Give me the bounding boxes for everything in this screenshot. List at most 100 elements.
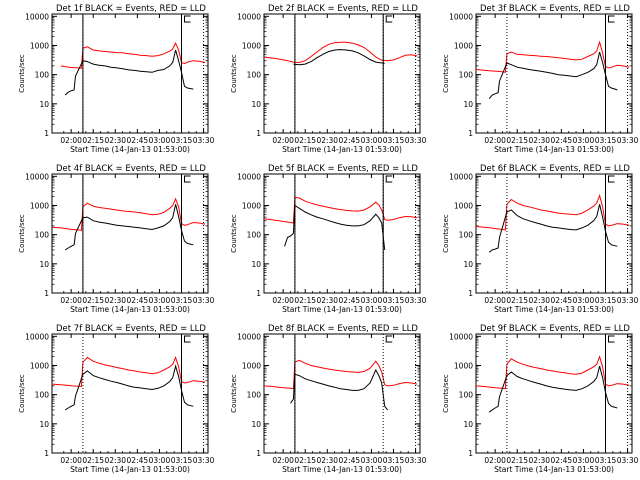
events-series-line [488, 204, 618, 253]
y-tick-label: 10 [251, 260, 261, 269]
plot-frame [475, 333, 633, 454]
y-tick-label: 10000 [449, 12, 473, 21]
x-tick-label: 02:45 [339, 296, 361, 305]
x-tick-label: 03:30 [193, 456, 215, 465]
x-tick-label: 02:45 [127, 456, 149, 465]
x-tick-label: 03:15 [595, 136, 617, 145]
y-tick-label: 1000 [30, 41, 49, 50]
x-tick-label: 03:30 [193, 136, 215, 145]
x-tick-label: 03:30 [405, 296, 427, 305]
x-tick-label: 03:15 [171, 136, 193, 145]
x-tick-label: 03:15 [595, 456, 617, 465]
panel-title: Det 4f BLACK = Events, RED = LLD [56, 164, 206, 174]
x-tick-label: 02:00 [60, 136, 82, 145]
y-tick-label: 1 [468, 129, 473, 138]
y-tick-label: 1 [468, 289, 473, 298]
x-tick-label: 02:00 [272, 136, 294, 145]
x-tick-label: 02:30 [104, 136, 126, 145]
x-tick-label: 02:00 [60, 296, 82, 305]
x-tick-label: 02:45 [551, 456, 573, 465]
y-axis-label: Counts/sec [442, 214, 450, 253]
plot-frame [263, 173, 421, 294]
y-axis-label: Counts/sec [442, 54, 450, 93]
y-tick-label: 100 [247, 391, 262, 400]
x-tick-label: 02:00 [484, 456, 506, 465]
events-series-line [64, 204, 194, 251]
panel-title: Det 7f BLACK = Events, RED = LLD [56, 324, 206, 334]
y-axis-label: Counts/sec [230, 374, 238, 413]
y-axis-label: Counts/sec [230, 214, 238, 253]
y-tick-label: 100 [459, 391, 474, 400]
x-axis-label: Start Time (14-Jan-13 01:53:00) [70, 145, 190, 154]
x-tick-label: 02:15 [506, 456, 528, 465]
interval-bracket-icon [608, 15, 615, 23]
x-tick-label: 02:15 [506, 136, 528, 145]
x-tick-label: 02:30 [528, 456, 550, 465]
x-tick-label: 03:30 [617, 456, 639, 465]
x-tick-label: 03:00 [361, 296, 383, 305]
x-tick-label: 02:30 [104, 456, 126, 465]
y-axis-label: Counts/sec [230, 54, 238, 93]
y-tick-label: 10000 [25, 12, 49, 21]
y-tick-label: 1000 [30, 201, 49, 210]
y-tick-label: 10000 [237, 172, 261, 181]
x-tick-label: 03:30 [405, 136, 427, 145]
y-tick-label: 100 [459, 231, 474, 240]
y-tick-label: 10 [251, 100, 261, 109]
x-tick-label: 03:00 [573, 456, 595, 465]
panel-title: Det 1f BLACK = Events, RED = LLD [56, 4, 206, 14]
plot-frame [263, 333, 421, 454]
y-tick-label: 10 [463, 420, 473, 429]
y-tick-label: 1 [256, 289, 261, 298]
y-tick-label: 10 [39, 100, 49, 109]
x-tick-label: 03:00 [361, 136, 383, 145]
y-tick-label: 10 [463, 260, 473, 269]
y-tick-label: 1000 [454, 41, 473, 50]
x-tick-label: 03:00 [361, 456, 383, 465]
panel-title: Det 9f BLACK = Events, RED = LLD [480, 324, 630, 334]
x-axis-label: Start Time (14-Jan-13 01:53:00) [282, 145, 402, 154]
x-tick-label: 03:00 [149, 296, 171, 305]
x-tick-label: 02:30 [104, 296, 126, 305]
x-tick-label: 02:30 [316, 136, 338, 145]
x-tick-label: 02:30 [528, 136, 550, 145]
x-axis-label: Start Time (14-Jan-13 01:53:00) [494, 145, 614, 154]
panel-title: Det 3f BLACK = Events, RED = LLD [480, 4, 630, 14]
events-series-line [488, 51, 618, 100]
x-tick-label: 02:00 [272, 456, 294, 465]
y-tick-label: 100 [247, 231, 262, 240]
x-tick-label: 02:15 [294, 296, 316, 305]
interval-bracket-icon [184, 335, 191, 343]
y-tick-label: 10000 [449, 172, 473, 181]
x-tick-label: 02:45 [127, 136, 149, 145]
y-tick-label: 100 [35, 71, 50, 80]
x-tick-label: 02:15 [82, 136, 104, 145]
interval-bracket-icon [608, 335, 615, 343]
x-tick-label: 02:15 [294, 456, 316, 465]
x-tick-label: 03:15 [171, 456, 193, 465]
plot-frame [51, 13, 209, 134]
x-tick-label: 02:45 [339, 136, 361, 145]
x-axis-label: Start Time (14-Jan-13 01:53:00) [282, 305, 402, 314]
x-axis-label: Start Time (14-Jan-13 01:53:00) [70, 465, 190, 474]
y-tick-label: 1000 [242, 41, 261, 50]
x-axis-label: Start Time (14-Jan-13 01:53:00) [282, 465, 402, 474]
x-axis-label: Start Time (14-Jan-13 01:53:00) [70, 305, 190, 314]
x-tick-label: 03:15 [383, 136, 405, 145]
x-tick-label: 02:00 [484, 136, 506, 145]
x-axis-label: Start Time (14-Jan-13 01:53:00) [494, 465, 614, 474]
y-tick-label: 100 [35, 391, 50, 400]
y-tick-label: 1 [44, 289, 49, 298]
x-tick-label: 02:45 [339, 456, 361, 465]
y-tick-label: 10000 [237, 332, 261, 341]
x-tick-label: 02:00 [484, 296, 506, 305]
y-tick-label: 1000 [454, 361, 473, 370]
y-tick-label: 100 [459, 71, 474, 80]
y-tick-label: 1000 [30, 361, 49, 370]
y-axis-label: Counts/sec [18, 374, 26, 413]
x-tick-label: 03:30 [405, 456, 427, 465]
